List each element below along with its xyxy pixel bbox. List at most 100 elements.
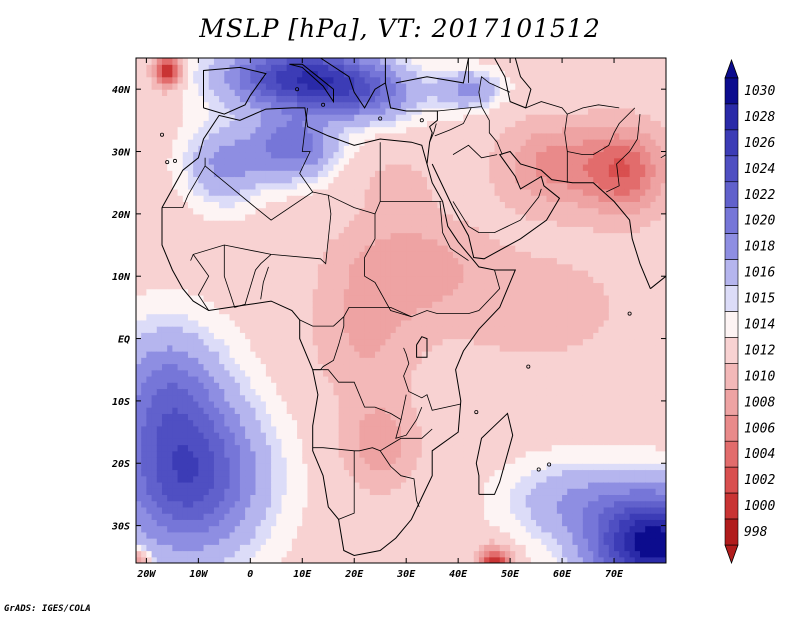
field-cell [172,550,179,558]
field-cell [239,519,246,527]
field-cell [167,182,173,190]
field-cell [203,313,210,321]
field-cell [151,494,158,502]
field-cell [291,64,298,72]
field-cell [255,120,262,128]
field-cell [156,64,163,72]
field-cell [224,344,231,352]
field-cell [385,425,392,433]
field-cell [172,132,179,140]
field-cell [380,413,387,421]
field-cell [239,282,246,290]
field-cell [146,120,153,128]
field-cell [437,120,444,128]
field-cell [255,126,262,134]
field-cell [385,70,392,78]
field-cell [312,556,319,563]
field-cell [271,64,277,72]
field-cell [286,344,293,352]
field-cell [421,76,428,84]
field-cell [208,176,215,184]
field-cell [452,407,459,414]
field-cell [286,257,293,265]
field-cell [307,351,314,358]
field-cell [161,519,168,527]
field-cell [260,82,267,90]
field-cell [208,444,215,452]
field-cell [193,394,199,402]
field-cell [198,188,205,196]
field-cell [328,89,335,96]
field-cell [297,407,303,414]
field-cell [369,269,376,277]
field-cell [260,419,267,427]
field-cell [239,151,246,159]
field-cell [416,413,423,421]
field-cell [260,556,267,563]
field-cell [198,400,205,408]
field-cell [375,400,381,408]
field-cell [291,89,298,96]
field-cell [349,500,355,508]
field-cell [375,201,381,209]
field-cell [354,157,361,165]
field-cell [297,294,303,302]
field-cell [333,332,340,340]
field-cell [250,500,257,508]
field-cell [271,450,277,458]
field-cell [385,463,392,471]
field-cell [276,544,283,552]
field-cell [432,319,438,327]
field-cell [245,469,251,477]
field-cell [442,382,449,390]
field-cell [260,182,267,190]
field-cell [271,500,277,508]
field-cell [213,444,220,452]
field-cell [447,438,454,446]
field-cell [172,207,179,215]
field-cell [333,195,340,202]
field-cell [271,357,277,365]
field-cell [312,114,319,121]
field-cell [146,400,153,408]
field-cell [437,382,444,390]
field-cell [136,251,142,259]
field-cell [426,313,433,321]
field-cell [302,232,309,240]
field-cell [281,257,288,265]
field-cell [224,288,231,296]
field-cell [349,195,355,202]
field-cell [281,182,288,190]
field-cell [312,425,319,433]
field-cell [323,413,329,421]
field-cell [255,544,262,552]
field-cell [302,288,309,296]
field-cell [286,419,293,427]
field-cell [297,157,303,165]
field-cell [255,531,262,539]
field-cell [333,444,340,452]
field-cell [380,550,387,558]
field-cell [250,332,257,340]
field-cell [333,301,340,308]
field-cell [390,531,397,539]
field-cell [182,207,189,215]
field-cell [213,506,220,514]
field-cell [359,469,366,477]
field-cell [302,438,309,446]
field-cell [395,338,402,346]
field-cell [364,301,371,308]
field-cell [187,382,194,390]
field-cell [437,245,444,252]
field-cell [375,544,381,552]
field-cell [187,407,194,414]
field-cell [229,338,236,346]
field-cell [260,238,267,246]
field-cell [271,494,277,502]
field-cell [239,313,246,321]
field-cell [229,319,236,327]
field-cell [442,101,449,109]
field-cell [245,188,251,196]
field-cell [161,64,168,72]
field-cell [177,176,184,184]
